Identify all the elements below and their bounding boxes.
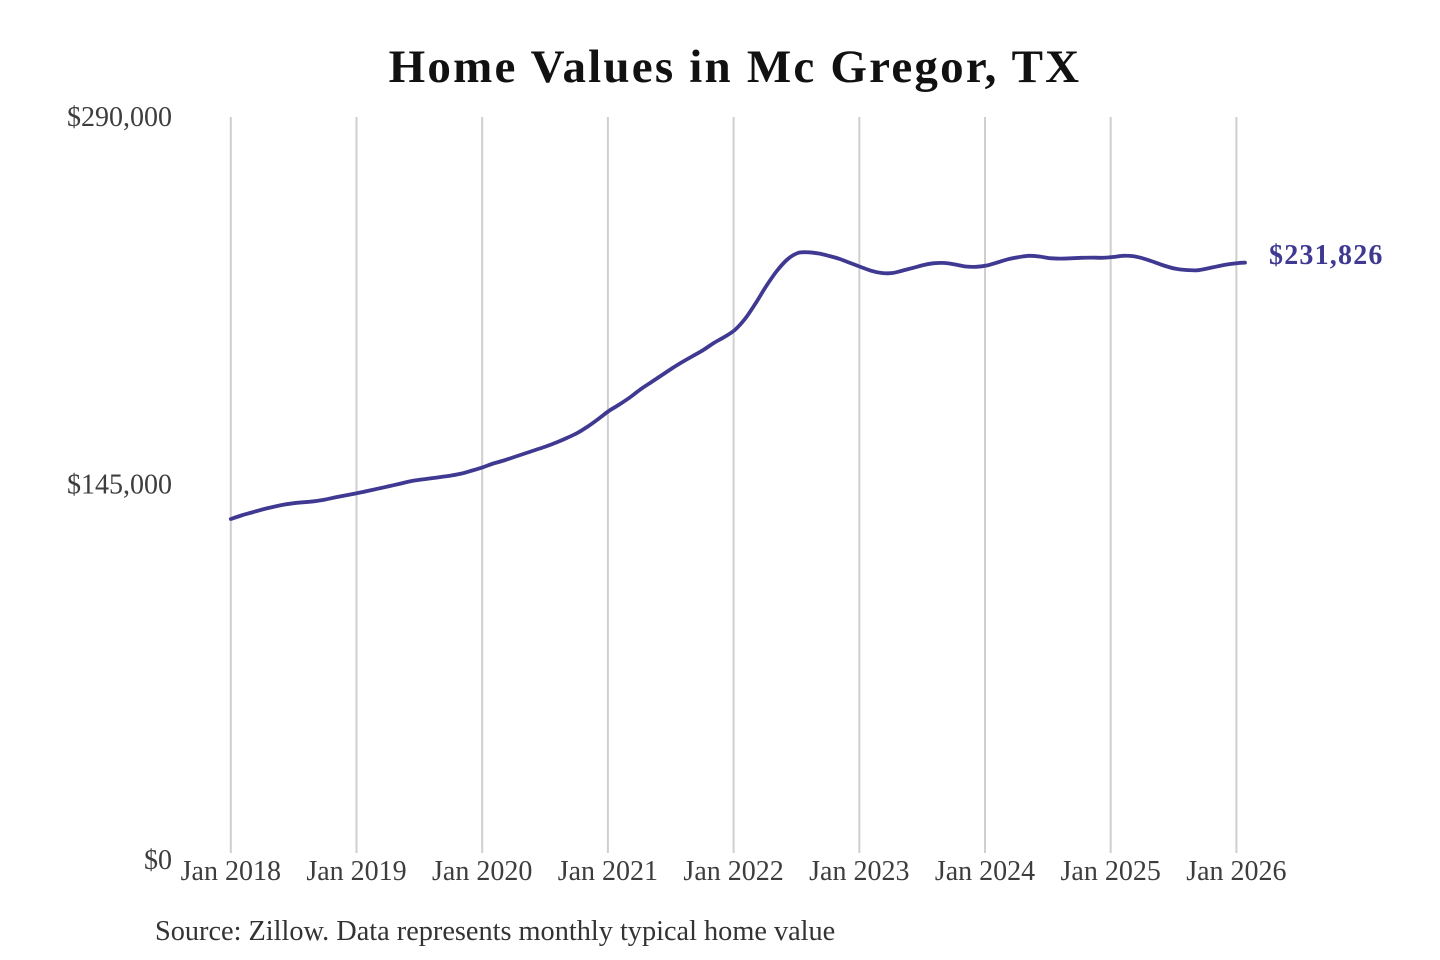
svg-text:Source: Zillow. Data represent: Source: Zillow. Data represents monthly … [155,916,835,947]
svg-text:Jan 2021: Jan 2021 [558,856,658,887]
svg-text:Jan 2025: Jan 2025 [1061,856,1161,887]
svg-text:$231,826: $231,826 [1269,240,1384,271]
svg-text:Jan 2022: Jan 2022 [683,856,783,887]
svg-text:Jan 2019: Jan 2019 [306,856,406,887]
svg-text:Jan 2018: Jan 2018 [181,856,281,887]
svg-text:Jan 2026: Jan 2026 [1186,856,1286,887]
svg-text:$0: $0 [144,845,172,876]
svg-text:Jan 2020: Jan 2020 [432,856,532,887]
svg-text:Jan 2023: Jan 2023 [809,856,909,887]
svg-text:$290,000: $290,000 [67,102,172,133]
svg-text:$145,000: $145,000 [67,470,172,501]
svg-text:Jan 2024: Jan 2024 [935,856,1035,887]
svg-text:Home Values in Mc Gregor, TX: Home Values in Mc Gregor, TX [389,41,1082,93]
